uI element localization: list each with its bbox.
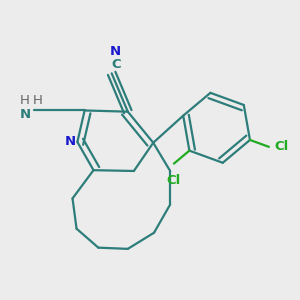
Text: Cl: Cl bbox=[166, 174, 180, 187]
Text: H: H bbox=[33, 94, 43, 107]
Text: Cl: Cl bbox=[275, 140, 289, 152]
Text: C: C bbox=[111, 58, 121, 71]
Text: N: N bbox=[64, 135, 76, 148]
Text: N: N bbox=[110, 45, 121, 58]
Text: N: N bbox=[19, 108, 31, 121]
Text: H: H bbox=[20, 94, 30, 107]
